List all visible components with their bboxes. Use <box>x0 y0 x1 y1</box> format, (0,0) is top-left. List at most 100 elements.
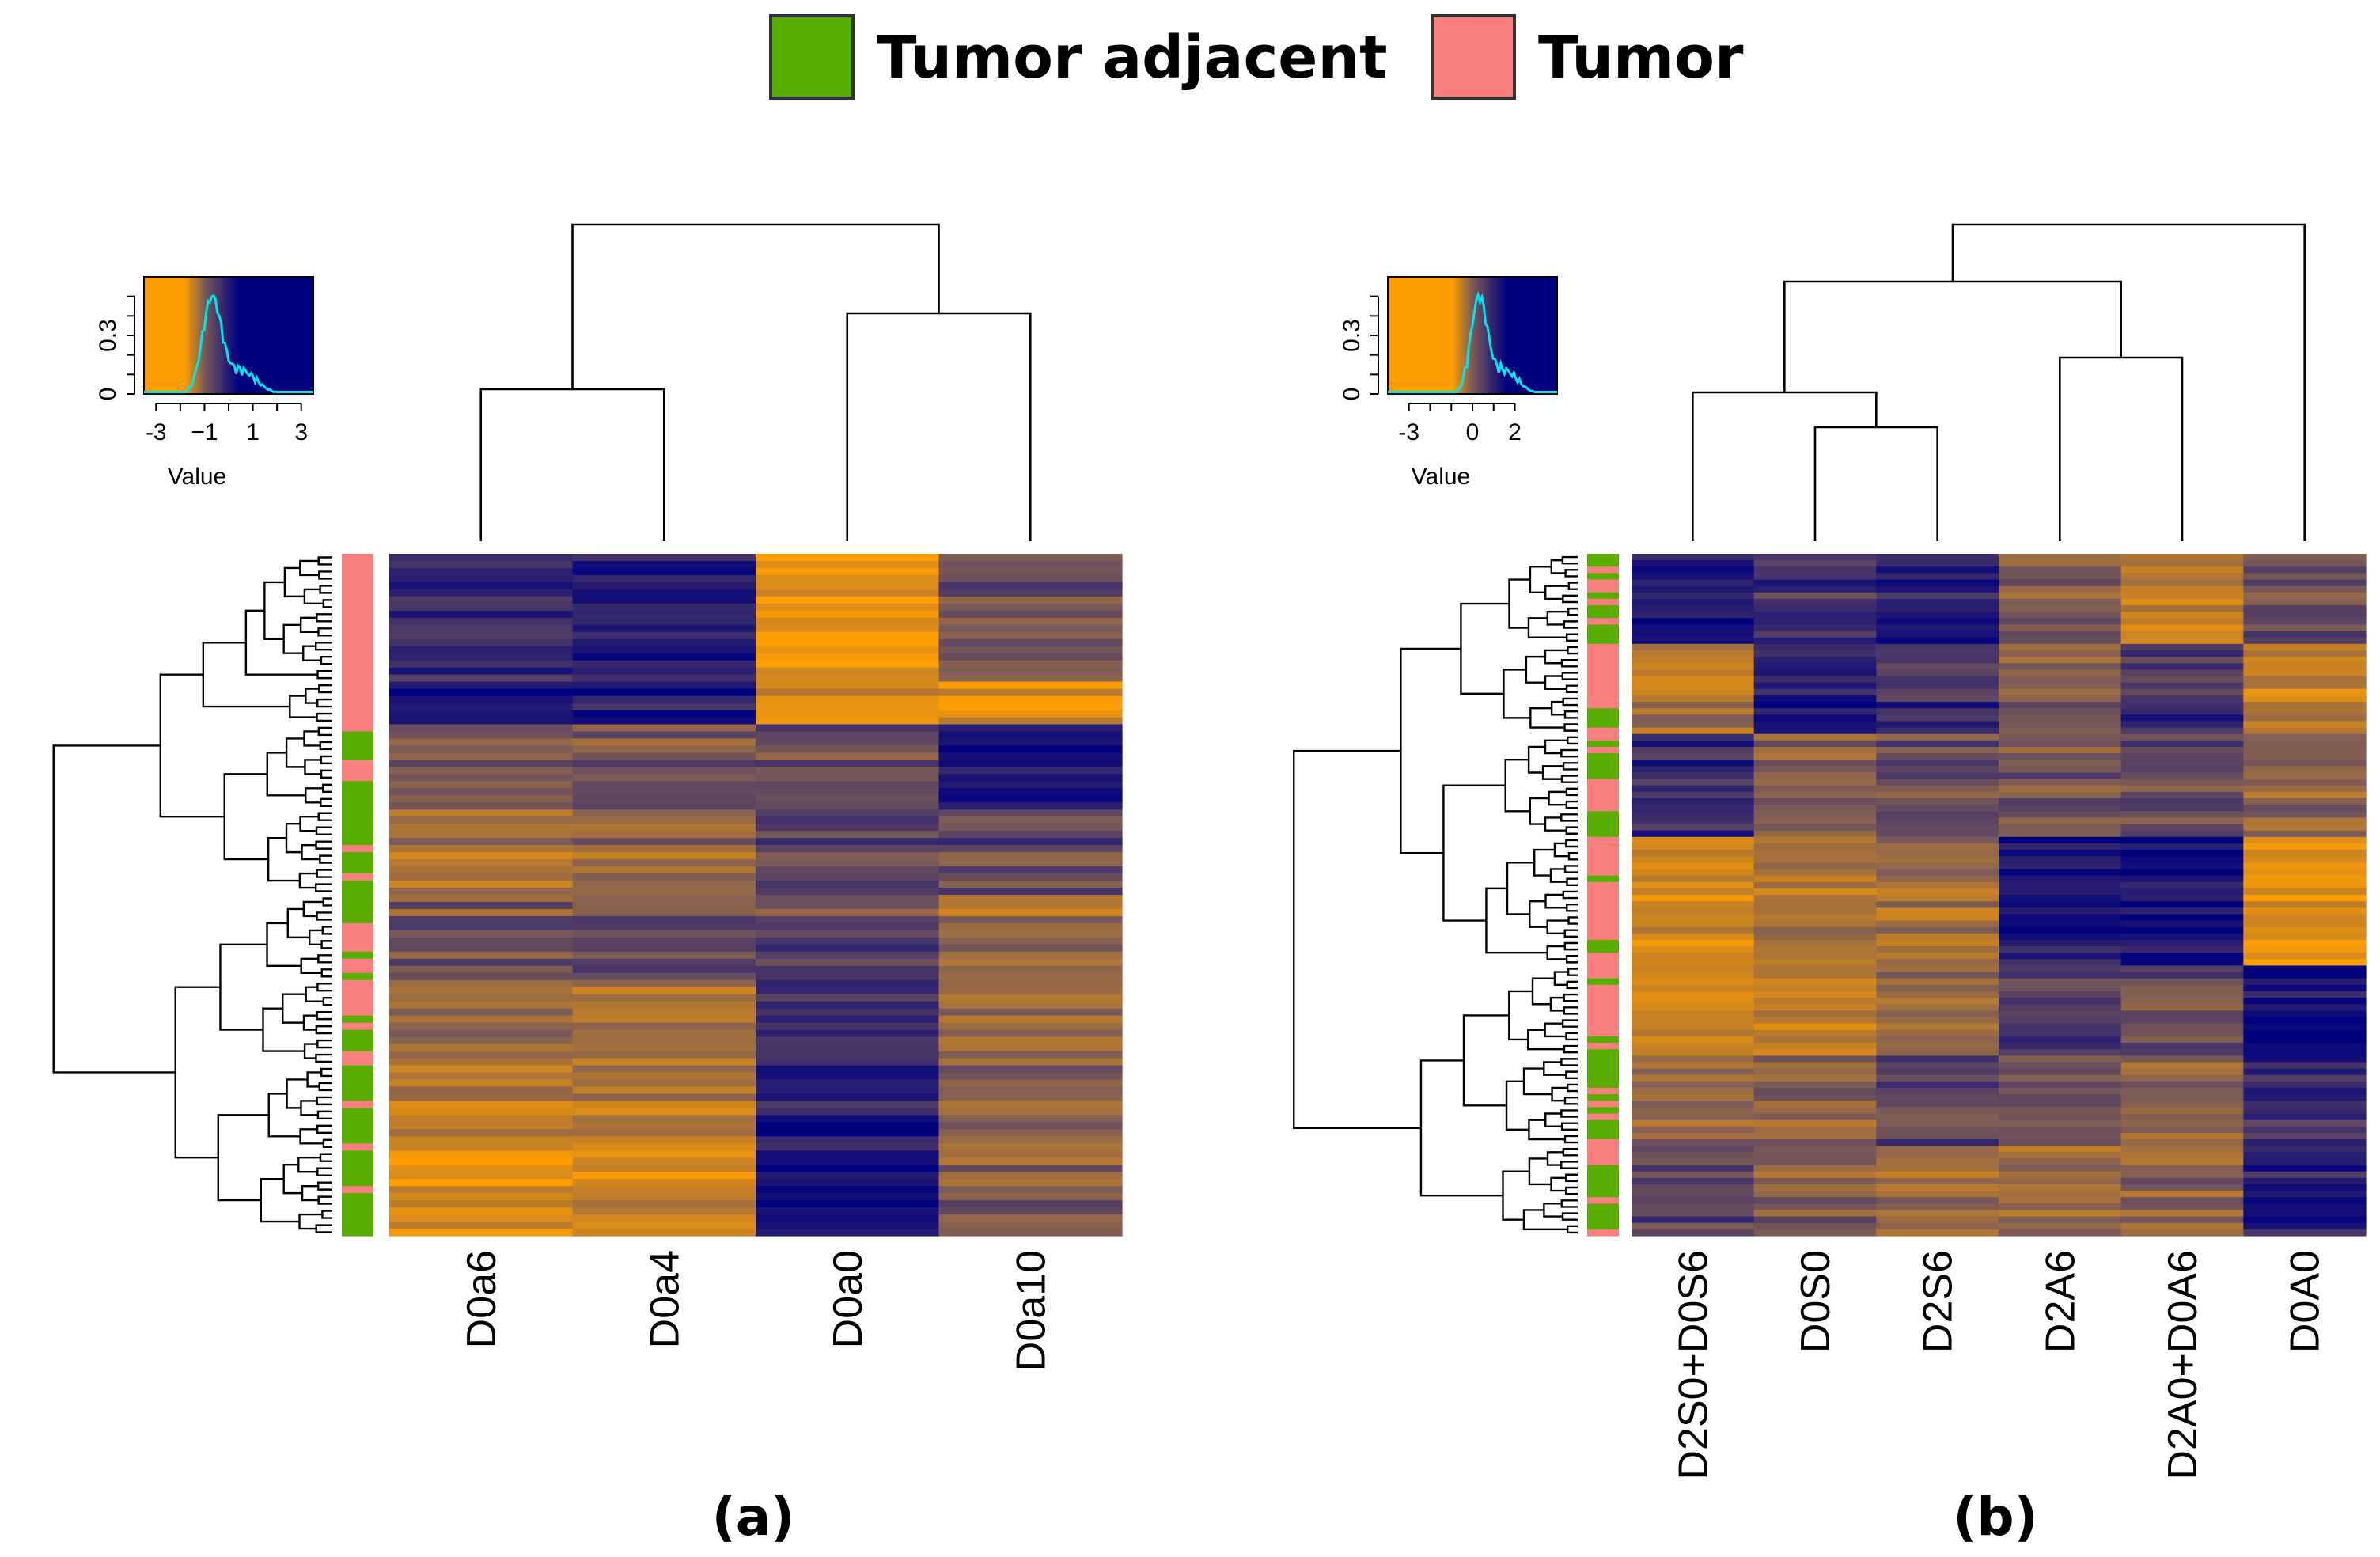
row-dendrogram-branch <box>1508 578 1530 629</box>
heatmap-cell <box>1999 895 2122 902</box>
heatmap-cell <box>2243 984 2367 992</box>
heatmap-cell <box>756 1029 940 1038</box>
row-side-color <box>342 1122 373 1130</box>
heatmap-cell <box>1876 1113 1999 1121</box>
heatmap-cell <box>2120 573 2244 581</box>
row-side-color <box>1587 984 1619 992</box>
heatmap-cell <box>1999 1017 2122 1025</box>
row-side-color <box>342 1222 373 1229</box>
row-side-color <box>1587 836 1619 844</box>
column-dendrogram-branch <box>1783 280 2122 392</box>
row-side-color <box>1587 766 1619 774</box>
heatmap-cell <box>1753 778 1877 786</box>
heatmap-cell <box>1999 598 2122 606</box>
row-side-color <box>342 1051 373 1059</box>
heatmap-cell <box>1632 1017 1755 1025</box>
heatmap-cell <box>2120 811 2244 819</box>
heatmap-cell <box>1632 585 1755 593</box>
row-dendrogram-branch <box>1506 862 1535 915</box>
color-key-x-tick-label: 1 <box>246 419 260 445</box>
heatmap-cell <box>938 745 1123 754</box>
row-side-color <box>1587 714 1619 722</box>
heatmap-cell <box>2243 1043 2367 1050</box>
row-dendrogram-branch <box>1546 945 1567 960</box>
heatmap-cell <box>2243 1074 2367 1082</box>
row-dendrogram-branch <box>300 1100 318 1116</box>
heatmap-cell <box>1876 1216 1999 1224</box>
heatmap-cell <box>2243 688 2367 696</box>
row-side-color <box>342 845 373 853</box>
heatmap-cell <box>1999 811 2122 819</box>
heatmap-cell <box>1876 785 1999 793</box>
heatmap-cell <box>2243 624 2367 632</box>
heatmap-cell <box>572 1008 756 1017</box>
heatmap-cell <box>2120 939 2244 947</box>
heatmap-cell <box>1632 798 1755 805</box>
heatmap-cell <box>756 831 940 839</box>
heatmap-cell <box>389 1193 574 1201</box>
heatmap-cell <box>2243 869 2367 877</box>
heatmap-cell <box>572 901 756 910</box>
heatmap-cell <box>1876 1094 1999 1101</box>
heatmap-cell <box>1753 895 1877 902</box>
row-dendrogram-branch <box>1529 900 1548 928</box>
heatmap-cell <box>1999 682 2122 690</box>
heatmap-cell <box>389 731 574 740</box>
heatmap-cell <box>938 845 1123 853</box>
heatmap-cell <box>1876 1177 1999 1185</box>
heatmap-cell <box>572 1157 756 1165</box>
row-side-color <box>1587 843 1619 850</box>
heatmap-cell <box>389 1214 574 1222</box>
heatmap-cell <box>2243 663 2367 670</box>
heatmap-cell <box>572 1186 756 1194</box>
heatmap-cell <box>1632 1010 1755 1018</box>
heatmap-cell <box>756 1065 940 1074</box>
heatmap-cell <box>2120 579 2244 587</box>
heatmap-cell <box>756 881 940 888</box>
heatmap-cell <box>1753 566 1877 574</box>
heatmap-cell <box>2120 753 2244 760</box>
heatmap-cell <box>1999 1210 2122 1218</box>
heatmap-cell <box>1753 1010 1877 1018</box>
heatmap-cell <box>572 582 756 590</box>
heatmap-cell <box>2120 984 2244 992</box>
heatmap-cell <box>938 596 1123 604</box>
row-dendrogram-branch <box>1567 582 1578 590</box>
column-dendrogram-branch <box>1692 391 1878 541</box>
row-side-color <box>342 660 373 669</box>
row-side-color <box>342 1165 373 1172</box>
heatmap-cell <box>1876 637 1999 645</box>
row-side-color <box>1587 998 1619 1005</box>
row-side-color <box>1587 663 1619 670</box>
row-dendrogram-branch <box>1293 749 1421 1129</box>
row-side-color <box>1587 612 1619 619</box>
heatmap-cell <box>756 1101 940 1108</box>
row-dendrogram-branch <box>1560 1161 1578 1169</box>
row-side-color <box>1587 682 1619 690</box>
heatmap-cell <box>1632 618 1755 626</box>
heatmap-cell <box>1753 817 1877 825</box>
heatmap-cell <box>938 979 1123 988</box>
heatmap-cell <box>572 972 756 981</box>
heatmap-cell <box>1632 733 1755 741</box>
heatmap-cell <box>1999 721 2122 729</box>
heatmap-cell <box>2120 1158 2244 1166</box>
heatmap-cell <box>1632 1055 1755 1063</box>
heatmap-cell <box>1753 676 1877 684</box>
heatmap-cell <box>1753 1197 1877 1204</box>
row-dendrogram-branch <box>301 843 320 861</box>
heatmap-cell <box>756 845 940 853</box>
column-labels-a: D0a6 D0a4 D0a0 D0a10 <box>459 1250 1055 1371</box>
heatmap-cell <box>1876 1004 1999 1011</box>
row-dendrogram-branch <box>1566 1083 1578 1093</box>
heatmap-cell <box>1876 1081 1999 1089</box>
heatmap-cell <box>1876 1152 1999 1160</box>
row-dendrogram-branch <box>317 627 332 637</box>
row-side-color <box>342 596 373 604</box>
heatmap-cell <box>756 788 940 796</box>
heatmap-cell <box>1632 817 1755 825</box>
heatmap-cell <box>1632 959 1755 967</box>
heatmap-cell <box>2243 721 2367 729</box>
column-label: D2A6 <box>2037 1250 2083 1353</box>
